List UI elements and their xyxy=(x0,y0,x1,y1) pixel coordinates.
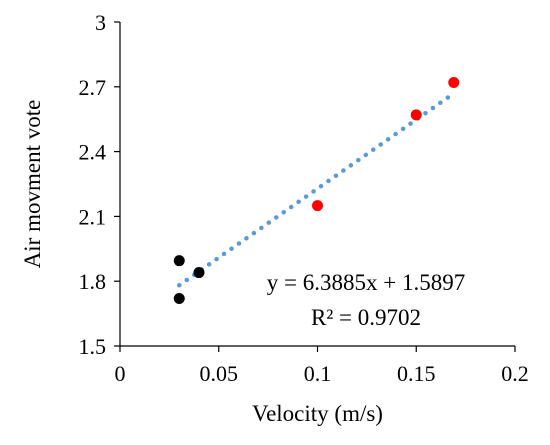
data-point-series-2 xyxy=(410,109,422,121)
y-tick-label: 2.1 xyxy=(79,204,107,229)
y-axis-title: Air movment vote xyxy=(20,100,45,269)
x-tick-label: 0.15 xyxy=(397,361,436,386)
r-squared-label: R² = 0.9702 xyxy=(311,305,421,330)
x-ticks: 0 0.05 0.1 0.15 0.2 xyxy=(115,346,529,386)
data-point-series-1 xyxy=(173,255,185,267)
x-tick-label: 0.2 xyxy=(501,361,529,386)
data-points xyxy=(173,76,460,304)
data-point-series-1 xyxy=(173,292,185,304)
x-tick-label: 0.05 xyxy=(200,361,239,386)
trendline-equation: y = 6.3885x + 1.5897 xyxy=(267,270,465,295)
data-point-series-1 xyxy=(193,267,205,279)
y-ticks: 1.5 1.8 2.1 2.4 2.7 3 xyxy=(79,10,120,359)
y-tick-label: 1.5 xyxy=(79,334,107,359)
y-tick-label: 3 xyxy=(95,10,106,35)
data-point-series-2 xyxy=(448,76,460,88)
x-tick-label: 0.1 xyxy=(304,361,332,386)
y-tick-label: 2.7 xyxy=(79,75,107,100)
x-axis-title: Velocity (m/s) xyxy=(252,401,383,426)
y-tick-label: 1.8 xyxy=(79,269,107,294)
plot-area: 0 0.05 0.1 0.15 0.2 1.5 1.8 2.1 2.4 2.7 3 xyxy=(79,10,529,386)
data-point-series-2 xyxy=(312,200,323,212)
trendline xyxy=(177,91,457,288)
x-tick-label: 0 xyxy=(115,361,126,386)
y-tick-label: 2.4 xyxy=(79,140,107,165)
